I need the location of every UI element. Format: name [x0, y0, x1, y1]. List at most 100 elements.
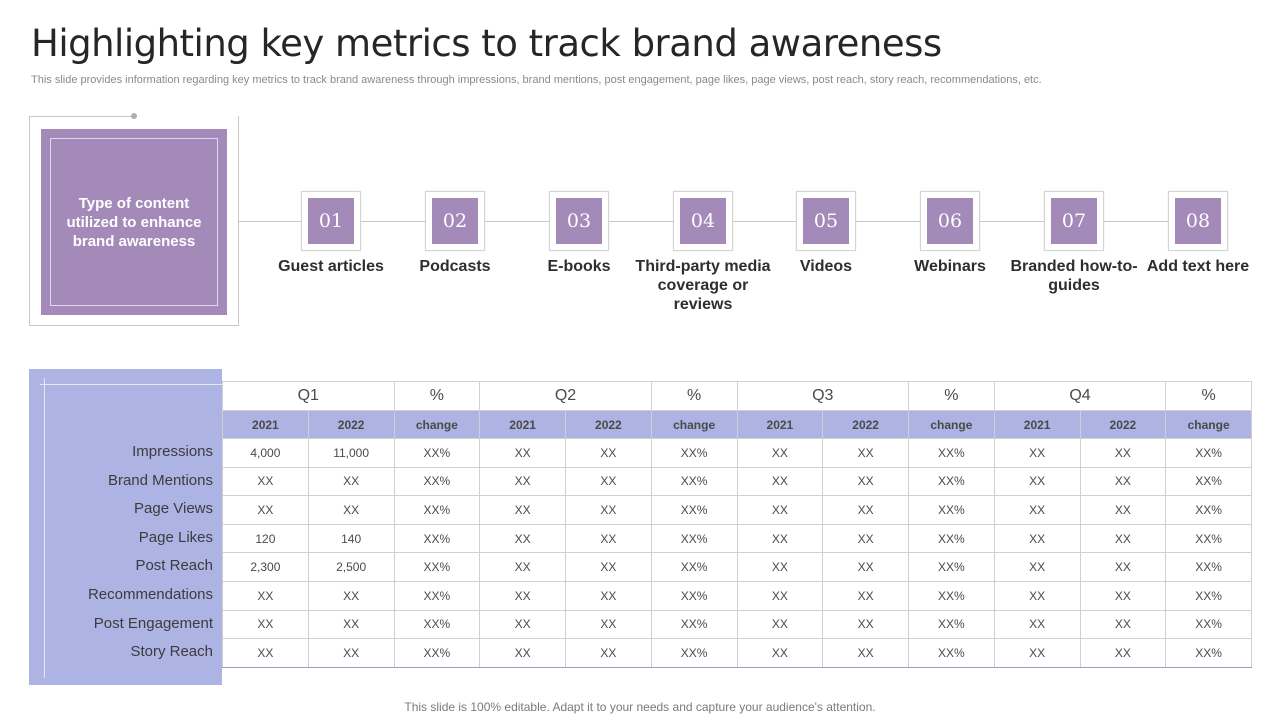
table-cell: XX% [1165, 638, 1252, 668]
metric-row-label: Story Reach [130, 643, 213, 661]
table-side-accent-line-vertical [44, 378, 45, 678]
table-cell: XX [736, 523, 824, 554]
table-cell: XX% [650, 466, 738, 497]
step-label: E-books [547, 258, 611, 275]
table-cell: XX [1079, 466, 1167, 497]
step-label: Guest articles [278, 258, 384, 275]
table-cell: XX [1079, 638, 1167, 668]
metric-row-label: Post Engagement [93, 614, 213, 632]
metric-row-label: Post Reach [135, 557, 213, 575]
group-header: Q2 [479, 381, 652, 411]
table-cell: XX% [908, 438, 995, 468]
table-cell: XX% [1165, 438, 1252, 468]
sub-header: 2021 [222, 410, 309, 439]
metric-row-label: Recommendations [87, 585, 213, 603]
year-header-row: 2021 2022 change 2021 2022 change 2021 2022 chan… [222, 410, 1252, 439]
group-header: % [650, 381, 738, 411]
table-cell: XX [479, 580, 566, 611]
table-cell: XX [993, 438, 1081, 468]
step-badge: 08 [1168, 191, 1228, 251]
table-cell: XX [993, 495, 1081, 525]
step-badge: 03 [549, 191, 609, 251]
table-cell: XX [565, 466, 652, 497]
step-badge: 04 [673, 191, 733, 251]
table-cell: XX% [650, 523, 738, 554]
table-cell: XX [479, 495, 566, 525]
table-cell: XX% [393, 438, 481, 468]
table-cell: XX [736, 466, 824, 497]
step-number: 08 [1175, 198, 1221, 244]
table-cell: XX [736, 609, 824, 640]
table-cell: XX% [393, 466, 481, 497]
sub-header: 2022 [565, 410, 652, 439]
content-step: 03 E-books [509, 191, 649, 276]
table-cell: XX [565, 523, 652, 554]
table-cell: 2,300 [222, 552, 309, 582]
group-header: % [1165, 381, 1252, 411]
table-cell: XX% [650, 495, 738, 525]
table-cell: XX [307, 495, 395, 525]
table-cell: XX [822, 638, 909, 668]
table-cell: XX [1079, 580, 1167, 611]
content-type-frame [29, 116, 239, 326]
step-badge: 06 [920, 191, 980, 251]
table-cell: XX [479, 466, 566, 497]
table-cell: XX [565, 609, 652, 640]
table-cell: XX% [650, 552, 738, 582]
page-subtitle: This slide provides information regardin… [31, 74, 1042, 86]
group-header: Q4 [993, 381, 1167, 411]
metric-row-label: Page Views [134, 500, 213, 518]
table-cell: XX [993, 466, 1081, 497]
table-cell: 120 [222, 523, 309, 554]
table-cell: XX% [1165, 580, 1252, 611]
quarter-header-row: Q1% Q2% Q3% Q4% [222, 381, 1252, 411]
table-cell: XX [479, 523, 566, 554]
table-cell: XX [1079, 609, 1167, 640]
table-cell: XX [307, 609, 395, 640]
table-cell: XX [993, 609, 1081, 640]
table-cell: XX [736, 495, 824, 525]
content-type-label: Type of content utilized to enhance bran… [50, 138, 218, 306]
content-step: 08 Add text here [1128, 191, 1268, 276]
step-number: 07 [1051, 198, 1097, 244]
metrics-table: Q1% Q2% Q3% Q4% 2021 2022 change 2021 2022 chang… [222, 381, 1252, 668]
step-badge: 01 [301, 191, 361, 251]
table-cell: XX [1079, 523, 1167, 554]
table-cell: XX [736, 580, 824, 611]
table-cell: 4,000 [222, 438, 309, 468]
table-cell: XX% [393, 523, 481, 554]
table-cell: XX [565, 438, 652, 468]
table-cell: XX% [650, 638, 738, 668]
sub-header: change [650, 410, 738, 439]
sub-header: 2021 [479, 410, 566, 439]
table-cell: XX [479, 609, 566, 640]
table-cell: XX [1079, 438, 1167, 468]
table-row: 4,000 11,000 XX% XX XX XX% XX XX XX% XX XX XX% [222, 438, 1252, 468]
table-cell: XX [993, 580, 1081, 611]
sub-header: 2022 [1079, 410, 1167, 439]
table-cell: XX [479, 438, 566, 468]
sub-header: 2022 [307, 410, 395, 439]
table-cell: XX [307, 466, 395, 497]
table-cell: XX [822, 438, 909, 468]
table-cell: XX% [650, 580, 738, 611]
table-cell: 11,000 [307, 438, 395, 468]
table-cell: XX [307, 580, 395, 611]
table-side-accent-line [40, 384, 222, 385]
table-cell: XX% [393, 580, 481, 611]
table-cell: XX% [908, 495, 995, 525]
group-header: % [393, 381, 481, 411]
table-cell: XX% [650, 438, 738, 468]
table-row: 120 140 XX% XX XX XX% XX XX XX% XX XX XX% [222, 523, 1252, 554]
table-cell: XX [222, 609, 309, 640]
metric-row-labels: Impressions Brand Mentions Page Views Page … [29, 438, 213, 667]
step-badge: 07 [1044, 191, 1104, 251]
table-row: XX XX XX% XX XX XX% XX XX XX% XX XX XX% [222, 466, 1252, 497]
table-row: XX XX XX% XX XX XX% XX XX XX% XX XX XX% [222, 495, 1252, 525]
table-cell: 140 [307, 523, 395, 554]
table-cell: XX [479, 552, 566, 582]
group-header: Q1 [222, 381, 395, 411]
step-number: 02 [432, 198, 478, 244]
table-row: XX XX XX% XX XX XX% XX XX XX% XX XX XX% [222, 580, 1252, 611]
table-cell: XX% [393, 638, 481, 668]
